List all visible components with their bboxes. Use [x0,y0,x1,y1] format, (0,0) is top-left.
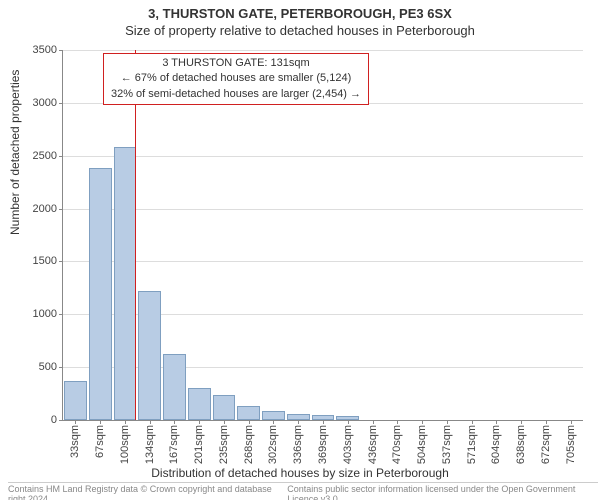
y-tick-label: 0 [17,414,57,426]
bar [64,381,87,420]
chart-area: 050010001500200025003000350033sqm67sqm10… [62,50,582,420]
x-tick-label: 134sqm [144,425,156,464]
x-tick-label: 33sqm [69,425,81,458]
annotation-line: 3 THURSTON GATE: 131sqm [110,56,362,71]
x-tick-label: 504sqm [416,425,428,464]
y-tick-mark [59,156,63,157]
x-tick-label: 638sqm [515,425,527,464]
x-tick-mark [249,420,250,424]
annotation-line: 32% of semi-detached houses are larger (… [110,87,362,102]
x-tick-mark [496,420,497,424]
x-tick-label: 302sqm [267,425,279,464]
x-tick-mark [521,420,522,424]
x-tick-mark [422,420,423,424]
y-tick-label: 2500 [17,150,57,162]
x-tick-mark [348,420,349,424]
x-tick-label: 268sqm [243,425,255,464]
x-tick-label: 167sqm [168,425,180,464]
plot-region: 050010001500200025003000350033sqm67sqm10… [62,50,583,421]
x-tick-mark [273,420,274,424]
x-tick-mark [100,420,101,424]
bar [188,388,211,420]
x-tick-label: 369sqm [317,425,329,464]
footer-left-text: Contains HM Land Registry data © Crown c… [8,484,287,500]
footer: Contains HM Land Registry data © Crown c… [8,482,598,500]
x-tick-label: 235sqm [218,425,230,464]
y-tick-mark [59,103,63,104]
y-tick-mark [59,209,63,210]
x-tick-label: 436sqm [367,425,379,464]
annotation-line: ← 67% of detached houses are smaller (5,… [110,71,362,86]
y-tick-label: 3500 [17,44,57,56]
y-tick-mark [59,261,63,262]
x-tick-mark [224,420,225,424]
y-tick-label: 2000 [17,203,57,215]
x-tick-mark [298,420,299,424]
x-tick-label: 100sqm [119,425,131,464]
y-tick-label: 1000 [17,308,57,320]
marker-line [135,50,136,420]
x-tick-label: 571sqm [466,425,478,464]
x-tick-mark [373,420,374,424]
x-tick-label: 201sqm [193,425,205,464]
chart-title-address: 3, THURSTON GATE, PETERBOROUGH, PE3 6SX [0,0,600,21]
grid-line [63,50,583,51]
y-tick-label: 500 [17,361,57,373]
y-tick-mark [59,314,63,315]
x-tick-mark [447,420,448,424]
x-tick-label: 672sqm [540,425,552,464]
x-tick-mark [546,420,547,424]
footer-right-text: Contains public sector information licen… [287,484,598,500]
x-tick-label: 705sqm [565,425,577,464]
bar [114,147,137,420]
x-tick-mark [174,420,175,424]
x-tick-mark [571,420,572,424]
chart-title-subtitle: Size of property relative to detached ho… [0,21,600,38]
x-tick-label: 537sqm [441,425,453,464]
x-tick-label: 403sqm [342,425,354,464]
chart-container: 3, THURSTON GATE, PETERBOROUGH, PE3 6SX … [0,0,600,500]
x-tick-mark [323,420,324,424]
bar [138,291,161,420]
bar [89,168,112,420]
x-axis-label: Distribution of detached houses by size … [0,466,600,480]
grid-line [63,156,583,157]
y-tick-label: 1500 [17,255,57,267]
x-tick-label: 604sqm [490,425,502,464]
x-tick-label: 470sqm [391,425,403,464]
bar [262,411,285,421]
x-tick-mark [125,420,126,424]
y-tick-mark [59,50,63,51]
grid-line [63,261,583,262]
y-tick-mark [59,420,63,421]
y-tick-label: 3000 [17,97,57,109]
bar [213,395,236,420]
x-tick-label: 336sqm [292,425,304,464]
x-tick-mark [199,420,200,424]
x-tick-mark [397,420,398,424]
grid-line [63,209,583,210]
annotation-box: 3 THURSTON GATE: 131sqm← 67% of detached… [103,53,369,105]
bar [237,406,260,420]
x-tick-mark [150,420,151,424]
x-tick-label: 67sqm [94,425,106,458]
x-tick-mark [472,420,473,424]
bar [163,354,186,420]
y-tick-mark [59,367,63,368]
x-tick-mark [75,420,76,424]
